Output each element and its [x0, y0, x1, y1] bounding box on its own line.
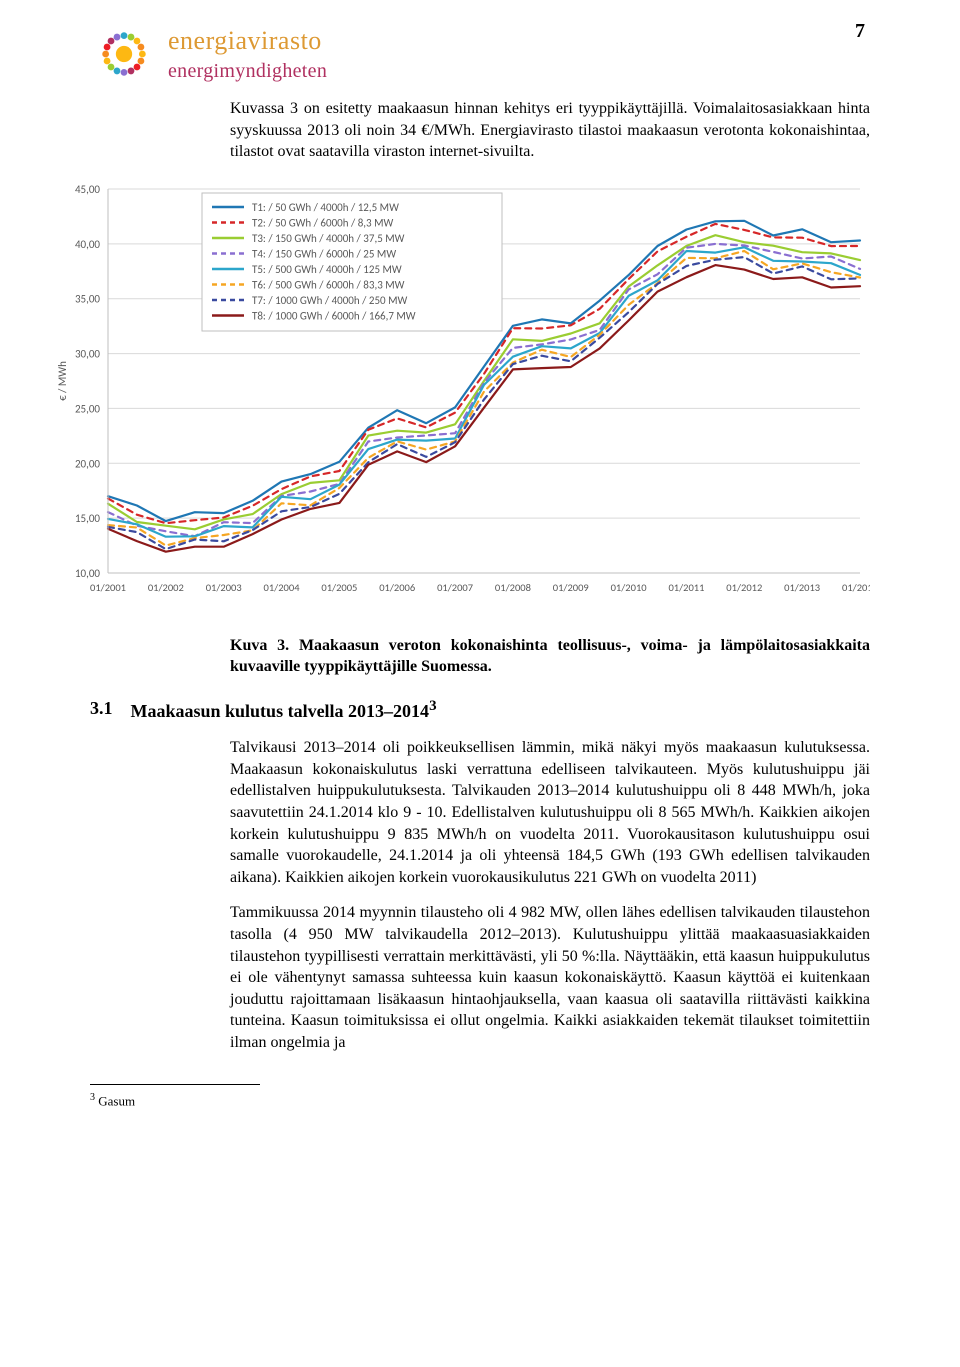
- svg-text:01/2008: 01/2008: [495, 581, 531, 594]
- section-heading: 3.1 Maakaasun kulutus talvella 2013–2014…: [90, 696, 870, 723]
- svg-text:01/2009: 01/2009: [553, 581, 589, 594]
- paragraph-2: Tammikuussa 2014 myynnin tilausteho oli …: [230, 902, 870, 1053]
- footnote: 3 Gasum: [90, 1091, 870, 1110]
- svg-text:01/2011: 01/2011: [668, 581, 704, 594]
- svg-text:35,00: 35,00: [75, 292, 100, 305]
- svg-text:01/2003: 01/2003: [206, 581, 242, 594]
- chart-figure: 10,00 15,00 20,00 25,00 30,00 35,00 40,00 45,00…: [50, 181, 870, 611]
- svg-text:15,00: 15,00: [75, 512, 100, 525]
- svg-text:01/2010: 01/2010: [611, 581, 648, 594]
- sun-icon: [90, 20, 158, 88]
- svg-text:01/2005: 01/2005: [321, 581, 357, 594]
- svg-text:01/2006: 01/2006: [379, 581, 415, 594]
- intro-paragraph: Kuvassa 3 on esitetty maakaasun hinnan k…: [230, 98, 870, 163]
- logo-line2: energimyndigheten: [168, 58, 327, 85]
- logo-line1: energiavirasto: [168, 23, 327, 58]
- section-number: 3.1: [90, 696, 113, 723]
- page-number: 7: [855, 18, 865, 45]
- figure-caption: Kuva 3. Maakaasun veroton kokonaishinta …: [230, 635, 870, 678]
- section-title: Maakaasun kulutus talvella 2013–20143: [131, 696, 437, 723]
- svg-text:€ / MWh: € / MWh: [56, 361, 69, 401]
- svg-text:T2: / 50 GWh / 6000h / 8,3 MW: T2: / 50 GWh / 6000h / 8,3 MW: [252, 216, 394, 229]
- svg-text:01/2004: 01/2004: [264, 581, 301, 594]
- svg-text:25,00: 25,00: [75, 402, 100, 415]
- svg-text:T8: / 1000 GWh / 6000h / 166,: T8: / 1000 GWh / 6000h / 166,7 MW: [252, 309, 416, 322]
- svg-text:10,00: 10,00: [75, 567, 100, 580]
- svg-text:01/2001: 01/2001: [90, 581, 126, 594]
- svg-text:01/2013: 01/2013: [784, 581, 820, 594]
- svg-text:T7: / 1000 GWh / 4000h / 250: T7: / 1000 GWh / 4000h / 250 MW: [252, 294, 407, 307]
- svg-text:30,00: 30,00: [75, 347, 100, 360]
- svg-text:01/2012: 01/2012: [726, 581, 762, 594]
- svg-text:20,00: 20,00: [75, 457, 100, 470]
- svg-text:01/2014: 01/2014: [842, 581, 870, 594]
- svg-text:T3: / 150 GWh / 4000h / 37,5: T3: / 150 GWh / 4000h / 37,5 MW: [252, 232, 405, 245]
- svg-text:T4: / 150 GWh / 6000h / 25 MW: T4: / 150 GWh / 6000h / 25 MW: [252, 247, 396, 260]
- svg-text:01/2007: 01/2007: [437, 581, 473, 594]
- svg-text:T6: / 500 GWh / 6000h / 83,3: T6: / 500 GWh / 6000h / 83,3 MW: [252, 278, 405, 291]
- brand-logo: energiavirasto energimyndigheten: [90, 20, 870, 88]
- svg-text:01/2002: 01/2002: [148, 581, 184, 594]
- svg-text:T1: / 50 GWh / 4000h / 12,5 M: T1: / 50 GWh / 4000h / 12,5 MW: [252, 201, 399, 214]
- paragraph-1: Talvikausi 2013–2014 oli poikkeuksellise…: [230, 737, 870, 888]
- svg-text:45,00: 45,00: [75, 183, 100, 196]
- svg-text:40,00: 40,00: [75, 238, 100, 251]
- line-chart: 10,00 15,00 20,00 25,00 30,00 35,00 40,00 45,00…: [50, 181, 870, 611]
- footnote-rule: [90, 1084, 260, 1085]
- svg-text:T5: / 500 GWh / 4000h / 125 M: T5: / 500 GWh / 4000h / 125 MW: [252, 263, 402, 276]
